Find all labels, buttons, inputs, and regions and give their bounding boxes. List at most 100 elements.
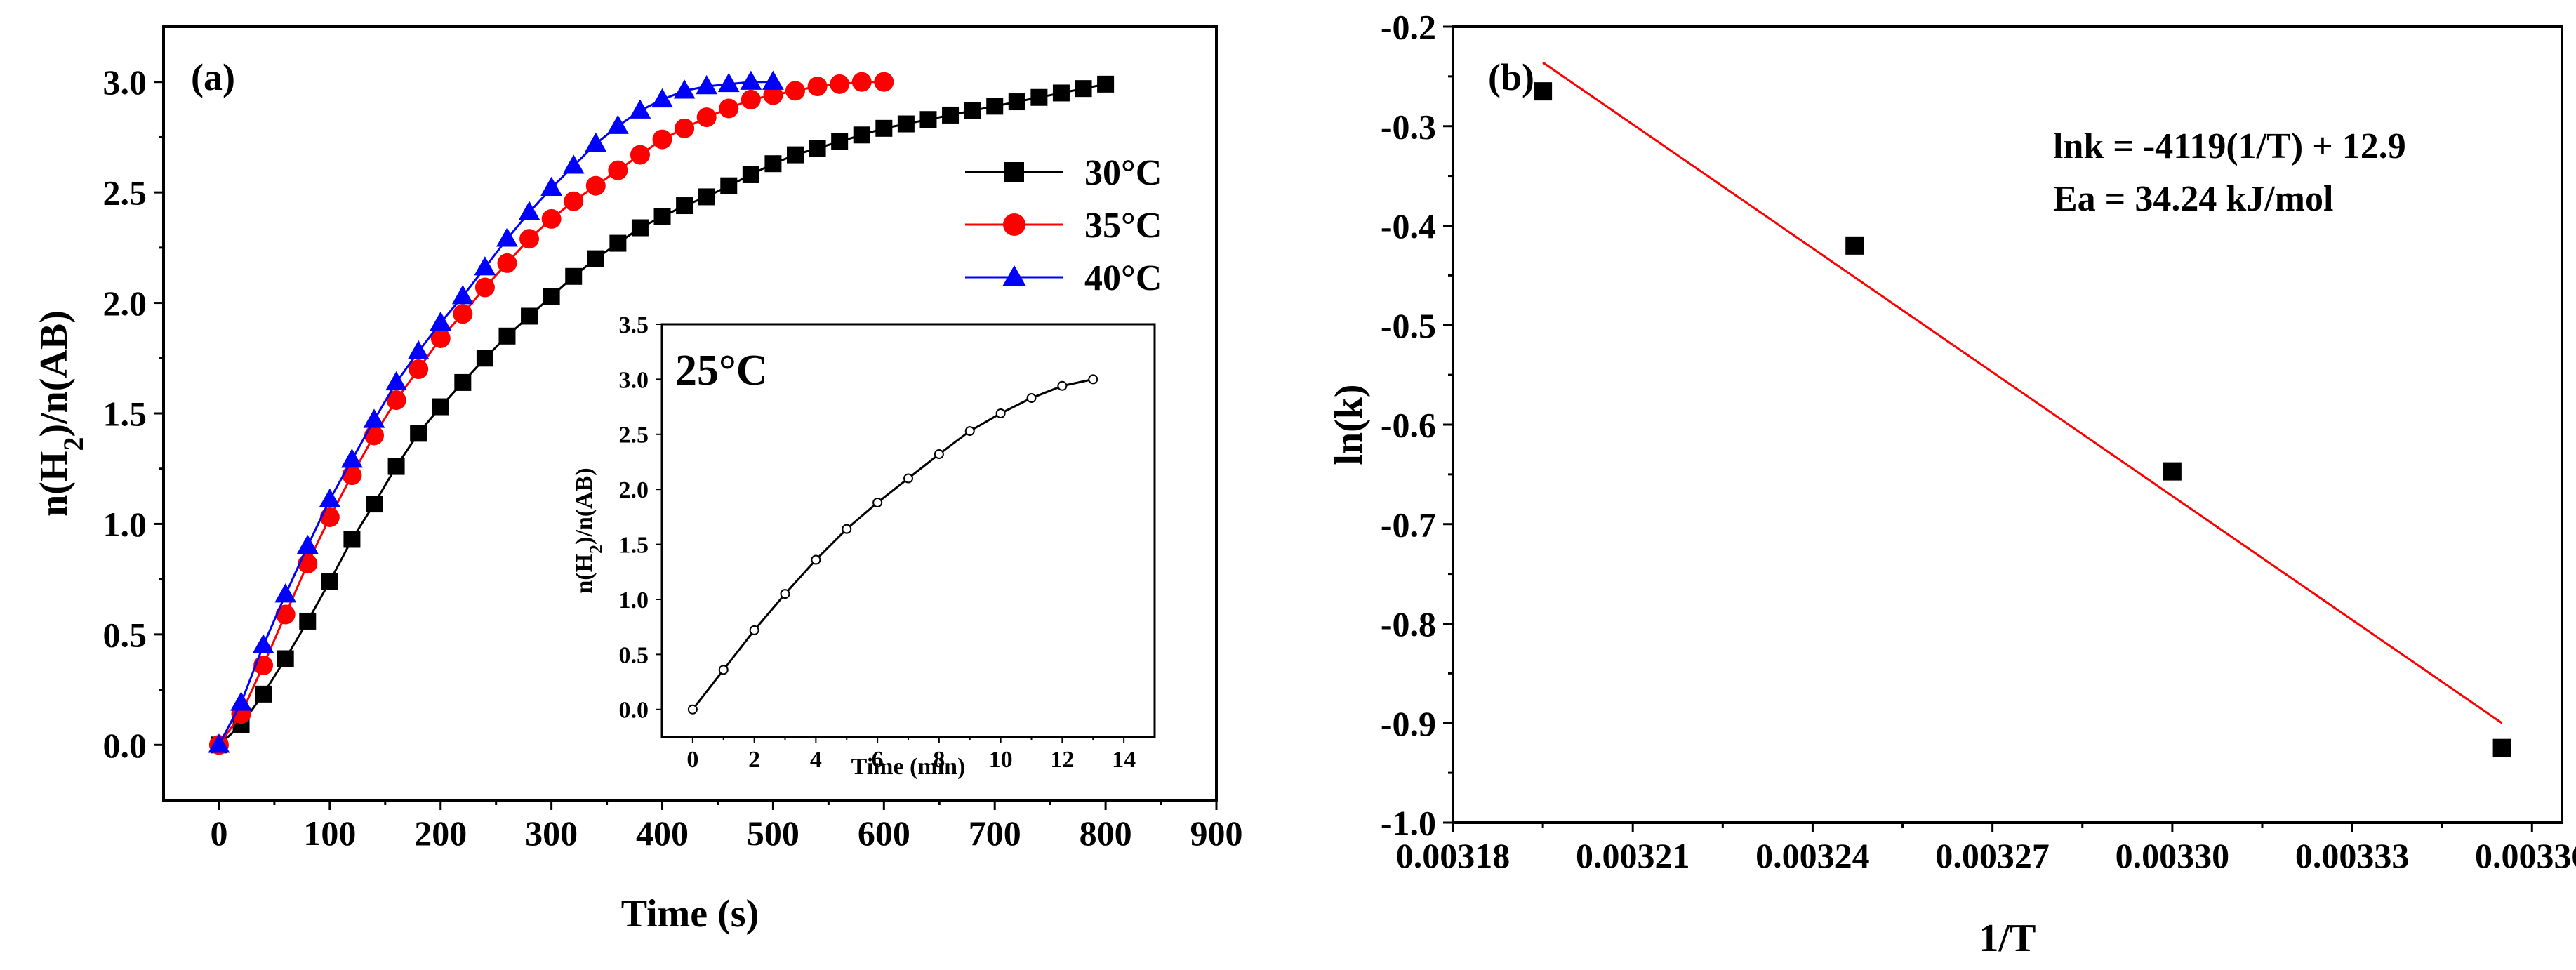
data-point bbox=[811, 554, 821, 565]
data-point bbox=[652, 129, 672, 150]
y-tick-label: -0.6 bbox=[1381, 406, 1436, 445]
data-point bbox=[830, 74, 850, 94]
inset-title: 25°C bbox=[675, 347, 768, 394]
data-point bbox=[541, 208, 562, 229]
data-point bbox=[277, 650, 294, 667]
data-point bbox=[430, 311, 452, 331]
data-point bbox=[780, 589, 790, 599]
data-point bbox=[1088, 374, 1098, 385]
data-point bbox=[342, 465, 362, 486]
x-tick-label: 300 bbox=[525, 813, 578, 853]
legend-item-35c: 35°C bbox=[965, 206, 1162, 246]
inset-ticks: 0 2 4 6 8 10 12 14 0.0 0.5 1.0 1.5 2.0 2.5 3.0 3.5 bbox=[619, 312, 1136, 773]
data-point bbox=[1052, 84, 1070, 102]
data-point bbox=[451, 285, 474, 305]
panel-b-chart: 0.00318 0.00321 0.00324 0.00327 0.00330 0.003… bbox=[1327, 8, 2576, 961]
data-point bbox=[364, 425, 384, 446]
data-point bbox=[1534, 82, 1553, 101]
data-point bbox=[609, 234, 627, 252]
x-tick-label: 500 bbox=[747, 813, 799, 853]
x-tick-label: 800 bbox=[1080, 813, 1132, 853]
data-point bbox=[675, 118, 695, 138]
y-tick-label: 1.5 bbox=[103, 394, 147, 434]
data-point bbox=[518, 201, 540, 220]
data-point bbox=[631, 219, 649, 237]
data-point bbox=[787, 146, 804, 164]
y-tick-label: -0.4 bbox=[1381, 206, 1436, 246]
data-point bbox=[872, 498, 883, 508]
inset-series bbox=[687, 374, 1098, 715]
data-point bbox=[874, 72, 894, 92]
data-point bbox=[366, 496, 383, 513]
data-point bbox=[386, 390, 406, 411]
data-point bbox=[629, 99, 651, 119]
data-point bbox=[564, 191, 584, 211]
data-point bbox=[698, 188, 715, 206]
x-tick-label: 14 bbox=[1112, 747, 1136, 773]
y-tick-label: -0.8 bbox=[1381, 604, 1436, 644]
data-point bbox=[319, 507, 340, 527]
panel-a-chart: 0 100 200 300 400 500 600 700 800 9000.00.51.01.5… bbox=[32, 25, 1243, 936]
data-point bbox=[274, 583, 297, 603]
data-point bbox=[341, 449, 363, 468]
data-point bbox=[762, 70, 784, 90]
y-tick-label: 0.0 bbox=[619, 698, 649, 724]
series-line bbox=[691, 378, 1094, 710]
data-point bbox=[653, 208, 671, 225]
data-point bbox=[562, 154, 585, 174]
data-point bbox=[809, 140, 826, 157]
data-point bbox=[606, 114, 629, 134]
inset-frame bbox=[660, 323, 1156, 738]
data-point bbox=[842, 524, 852, 534]
svg-text:30°C: 30°C bbox=[1084, 153, 1162, 193]
data-point bbox=[720, 177, 738, 194]
panel-a-ticks: 0 100 200 300 400 500 600 700 800 9000.00.51.01.5… bbox=[103, 62, 1243, 853]
data-point bbox=[587, 250, 604, 267]
y-tick-label: -0.2 bbox=[1381, 8, 1436, 47]
panel-a-ylabel: n(H2)/n(AB) bbox=[32, 310, 89, 517]
data-point bbox=[1008, 93, 1025, 111]
data-point bbox=[740, 70, 762, 90]
panel-a-label: (a) bbox=[191, 56, 235, 98]
x-tick-label: 200 bbox=[414, 813, 467, 853]
y-tick-label: 0.5 bbox=[619, 642, 649, 668]
data-point bbox=[831, 133, 849, 150]
data-point bbox=[474, 256, 496, 276]
data-point bbox=[719, 98, 739, 119]
x-tick-label: 100 bbox=[303, 813, 356, 853]
data-point bbox=[496, 227, 518, 247]
data-point bbox=[651, 88, 673, 108]
data-point bbox=[676, 197, 693, 215]
y-tick-label: 0.0 bbox=[103, 726, 147, 765]
panel-b-ticks: 0.00318 0.00321 0.00324 0.00327 0.00330 0.003… bbox=[1381, 8, 2576, 876]
x-tick-label: 0.00324 bbox=[1755, 836, 1870, 875]
y-tick-label: 1.5 bbox=[619, 533, 649, 559]
data-point bbox=[296, 534, 319, 554]
data-point bbox=[875, 119, 893, 137]
data-point bbox=[687, 704, 698, 715]
data-point bbox=[275, 604, 296, 625]
panel-b-xlabel: 1/T bbox=[1979, 917, 2036, 960]
data-point bbox=[995, 408, 1006, 419]
data-point bbox=[718, 665, 729, 675]
data-point bbox=[319, 488, 341, 507]
data-point bbox=[1026, 393, 1037, 404]
legend-item-40c: 40°C bbox=[965, 258, 1162, 298]
y-tick-label: -0.7 bbox=[1381, 505, 1436, 544]
inset-ylabel: n(H2)/n(AB) bbox=[571, 467, 606, 593]
fit-equation: lnk = -4119(1/T) + 12.9 bbox=[2053, 126, 2406, 166]
x-tick-label: 600 bbox=[858, 813, 910, 853]
data-point bbox=[986, 98, 1004, 115]
y-tick-label: 3.0 bbox=[103, 62, 147, 102]
data-point bbox=[585, 132, 607, 152]
data-point bbox=[942, 106, 960, 124]
data-point bbox=[851, 72, 872, 92]
y-tick-label: 3.5 bbox=[619, 312, 649, 338]
data-point bbox=[255, 685, 272, 703]
data-point bbox=[696, 107, 717, 128]
data-point bbox=[1845, 236, 1864, 255]
panel-b-label: (b) bbox=[1488, 56, 1534, 98]
x-tick-label: 12 bbox=[1050, 747, 1074, 773]
data-point bbox=[497, 253, 517, 273]
data-point bbox=[252, 634, 274, 653]
